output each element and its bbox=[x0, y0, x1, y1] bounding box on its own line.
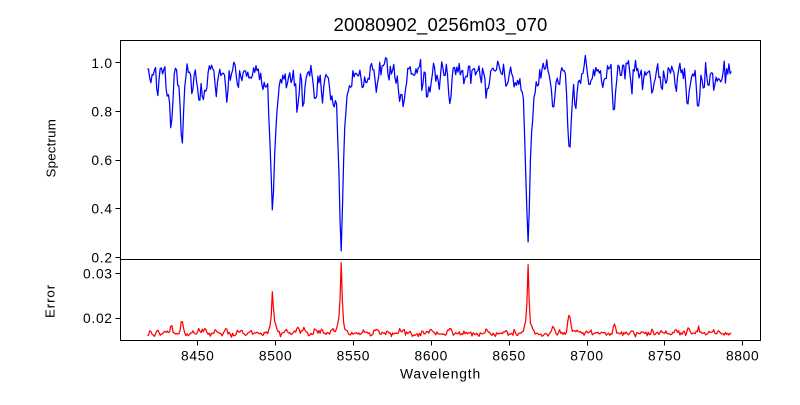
svg-text:0.8: 0.8 bbox=[91, 105, 112, 120]
svg-text:8800: 8800 bbox=[726, 349, 760, 364]
svg-text:8450: 8450 bbox=[181, 349, 215, 364]
svg-text:0.4: 0.4 bbox=[91, 202, 112, 217]
svg-text:8550: 8550 bbox=[337, 349, 371, 364]
svg-text:0.2: 0.2 bbox=[91, 250, 112, 265]
svg-text:Error: Error bbox=[43, 284, 58, 318]
svg-text:8750: 8750 bbox=[648, 349, 682, 364]
svg-text:0.03: 0.03 bbox=[83, 266, 113, 281]
svg-text:1.0: 1.0 bbox=[91, 56, 112, 71]
svg-text:8700: 8700 bbox=[570, 349, 604, 364]
svg-text:8500: 8500 bbox=[259, 349, 293, 364]
svg-text:20080902_0256m03_070: 20080902_0256m03_070 bbox=[334, 14, 548, 36]
svg-text:8650: 8650 bbox=[492, 349, 526, 364]
svg-text:0.02: 0.02 bbox=[83, 311, 113, 326]
svg-text:Wavelength: Wavelength bbox=[400, 365, 481, 381]
svg-text:8600: 8600 bbox=[415, 349, 449, 364]
svg-text:Spectrum: Spectrum bbox=[44, 119, 59, 178]
svg-text:0.6: 0.6 bbox=[91, 153, 112, 168]
